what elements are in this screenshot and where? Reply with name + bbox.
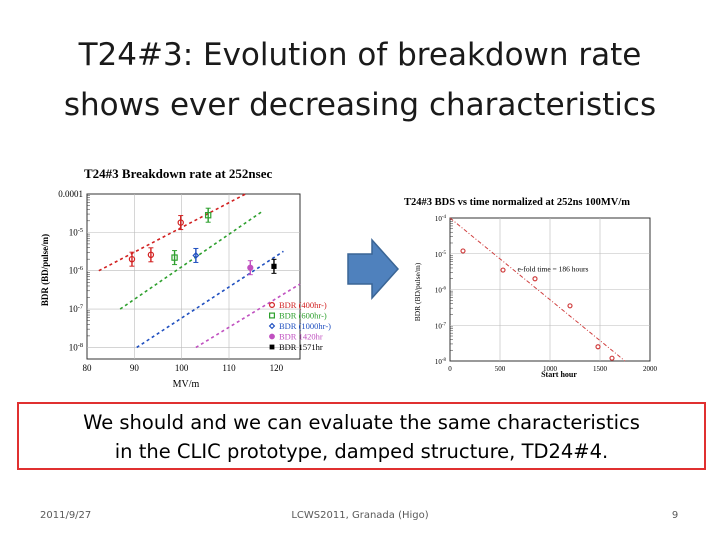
- legend-label: BDR (600hr-): [279, 311, 327, 321]
- data-point: [500, 267, 506, 273]
- data-point: [271, 263, 277, 269]
- bds-vs-time-chart-svg: T24#3 BDS vs time normalized at 252ns 10…: [404, 197, 658, 379]
- legend: BDR (400hr-)BDR (600hr-)BDR (1000hr-)BDR…: [268, 300, 331, 352]
- legend-marker: [269, 302, 276, 309]
- y-tick-label: 10-8: [69, 342, 83, 353]
- chart-title: T24#3 BDS vs time normalized at 252ns 10…: [404, 197, 630, 208]
- x-tick-label: 1000: [543, 365, 558, 373]
- x-tick-label: 2000: [643, 365, 658, 373]
- x-tick-label: 120: [270, 363, 284, 373]
- callout-box: We should and we can evaluate the same c…: [17, 402, 706, 470]
- data-point: [247, 264, 254, 271]
- x-axis-label: Start hour: [541, 370, 577, 379]
- slide-title: T24#3: Evolution of breakdown rate shows…: [20, 30, 700, 130]
- plot-area: 0 500 1000 1500 2000 10-4 10-5 10-6 10-7 10-8 e-fo…: [435, 215, 658, 373]
- data-point: [177, 219, 184, 226]
- fit-line: [449, 217, 626, 362]
- legend-marker: [269, 344, 275, 350]
- y-tick-label: 10-7: [435, 322, 447, 330]
- x-tick-label: 100: [175, 363, 189, 373]
- footer-event: LCWS2011, Granada (Higo): [291, 510, 429, 521]
- title-line-1: T24#3: Evolution of breakdown rate: [78, 37, 642, 73]
- data-point: [567, 303, 573, 309]
- y-tick-label: 10-4: [435, 215, 447, 223]
- breakdown-rate-chart-svg: T24#3 Breakdown rate at 252nsec MV/m BDR…: [40, 166, 331, 390]
- legend-label: BDR 1420hr: [279, 332, 323, 342]
- footer-date: 2011/9/27: [40, 510, 92, 521]
- x-tick-label: 80: [83, 363, 93, 373]
- breakdown-rate-chart: T24#3 Breakdown rate at 252nsec MV/m BDR…: [36, 160, 360, 392]
- y-tick-label: 0.0001: [58, 189, 83, 199]
- y-tick-label: 10-6: [69, 265, 83, 276]
- bds-vs-time-chart: T24#3 BDS vs time normalized at 252ns 10…: [398, 190, 690, 380]
- page-number: 9: [671, 510, 679, 521]
- plot-area: 80 90 100 110 120 0.0001 10-5 10-6 10-7 10-8: [58, 189, 301, 373]
- legend-marker: [269, 312, 276, 319]
- data-point: [171, 254, 178, 261]
- data-point: [192, 252, 200, 259]
- legend-label: BDR (1000hr-): [279, 321, 331, 331]
- data-point: [460, 248, 466, 254]
- x-tick-label: 90: [130, 363, 140, 373]
- x-axis-label: MV/m: [173, 379, 200, 390]
- legend-marker: [269, 333, 275, 340]
- data-point: [128, 255, 136, 263]
- legend-label: BDR 1571hr: [279, 342, 323, 352]
- y-axis-label: BDR (BD/pulse/m): [40, 234, 50, 306]
- data-point: [147, 251, 155, 259]
- y-tick-label: 10-8: [435, 358, 447, 366]
- y-axis-label: BDR (BD/pulse/m): [413, 262, 422, 321]
- y-tick-label: 10-5: [435, 251, 447, 259]
- x-tick-label: 0: [448, 365, 452, 373]
- right-arrow-icon: [346, 238, 400, 300]
- plot-frame: [86, 193, 301, 360]
- y-tick-label: 10-6: [435, 287, 447, 295]
- x-tick-label: 500: [495, 365, 506, 373]
- fit-line: [119, 210, 263, 310]
- legend-label: BDR (400hr-): [279, 300, 327, 310]
- callout-line-2: in the CLIC prototype, damped structure,…: [114, 440, 609, 463]
- legend-marker: [268, 322, 276, 330]
- data-point: [532, 276, 538, 282]
- data-point: [609, 355, 615, 361]
- fit-line: [195, 283, 301, 349]
- y-tick-label: 10-7: [69, 303, 83, 314]
- title-line-2: shows ever decreasing characteristics: [63, 87, 657, 123]
- chart-title: T24#3 Breakdown rate at 252nsec: [84, 166, 272, 181]
- fit-line: [136, 250, 284, 349]
- x-tick-label: 110: [222, 363, 236, 373]
- x-tick-label: 1500: [593, 365, 608, 373]
- data-point: [204, 212, 212, 219]
- callout-line-1: We should and we can evaluate the same c…: [83, 411, 640, 434]
- data-point: [595, 344, 601, 350]
- efold-annotation: e-fold time = 186 hours: [518, 264, 589, 273]
- y-tick-label: 10-5: [69, 227, 83, 238]
